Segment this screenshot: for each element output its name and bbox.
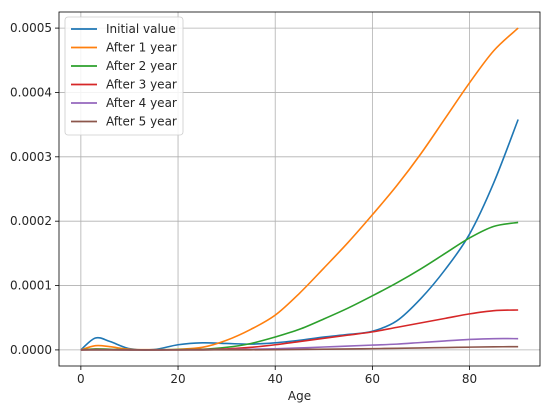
legend-label-after-2-year: After 2 year (106, 59, 177, 73)
series-line-initial-value (80, 119, 519, 351)
y-tick-label: 0.0005 (10, 21, 52, 35)
x-tick-label: 40 (268, 372, 283, 386)
series-line-after-5-year (80, 345, 519, 351)
legend-box (64, 16, 184, 136)
series-layer (80, 27, 519, 351)
ticks-layer: 0 20 40 60 80 0.0000 0.0001 0.0002 0.0003 0.0004 0… (10, 21, 477, 386)
x-tick-label: 20 (170, 372, 185, 386)
y-tick-label: 0.0001 (10, 279, 52, 293)
x-axis-label: Age (288, 389, 311, 403)
y-tick-label: 0.0003 (10, 150, 52, 164)
legend: Initial value After 1 year After 2 year Aft… (64, 16, 184, 136)
y-tick-label: 0.0002 (10, 214, 52, 228)
plot-frame (58, 11, 541, 367)
legend-label-after-1-year: After 1 year (106, 41, 177, 55)
legend-label-after-5-year: After 5 year (106, 115, 177, 129)
legend-label-initial-value: Initial value (106, 22, 176, 36)
y-tick-label: 0.0004 (10, 85, 52, 99)
series-line-after-2-year (80, 221, 519, 351)
x-tick-label: 80 (462, 372, 477, 386)
axes-layer (58, 11, 541, 367)
y-tick-label: 0.0000 (10, 343, 52, 357)
legend-label-after-4-year: After 4 year (106, 96, 177, 110)
x-tick-label: 60 (365, 372, 380, 386)
x-tick-label: 0 (77, 372, 85, 386)
legend-label-after-3-year: After 3 year (106, 78, 177, 92)
